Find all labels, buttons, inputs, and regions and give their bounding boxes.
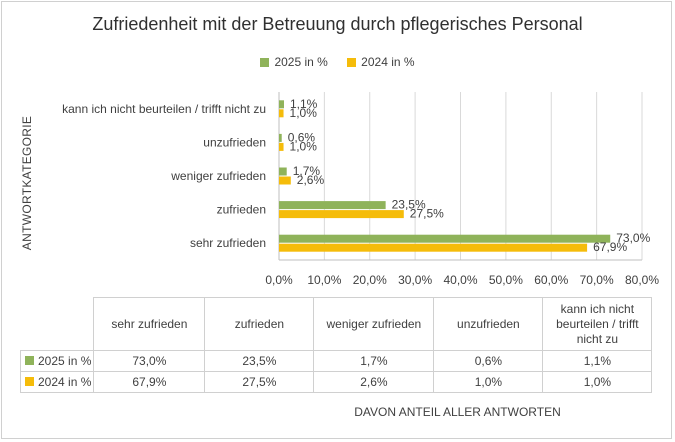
legend-swatch-2025 — [260, 57, 270, 67]
table-cell: 1,7% — [313, 350, 435, 372]
x-tick-label: 10,0% — [307, 273, 341, 287]
table-row-key: 2024 in % — [19, 371, 95, 393]
bar-2024 — [279, 109, 284, 118]
table-cell: 73,0% — [93, 350, 206, 372]
data-label: 1,0% — [290, 139, 318, 153]
legend-label-2024: 2024 in % — [361, 55, 415, 69]
data-label: 1,1% — [290, 97, 318, 111]
table-header-cell: weniger zufrieden — [313, 297, 435, 351]
y-category-label: weniger zufrieden — [170, 169, 266, 183]
bar-2024 — [279, 176, 291, 185]
table-cell: 27,5% — [204, 371, 315, 393]
bar-2025 — [279, 234, 611, 243]
y-category-label: kann ich nicht beurteilen / trifft nicht… — [62, 102, 266, 116]
legend-label-2025: 2025 in % — [274, 55, 328, 69]
bar-2025 — [279, 133, 282, 142]
x-tick-label: 80,0% — [625, 273, 659, 287]
legend-item-2024: 2024 in % — [347, 55, 415, 69]
x-tick-label: 60,0% — [534, 273, 568, 287]
data-label: 27,5% — [410, 207, 444, 221]
table-header-cell: sehr zufrieden — [93, 297, 206, 351]
data-label: 0,6% — [288, 130, 316, 144]
table-cell: 1,1% — [542, 350, 653, 372]
bar-2024 — [279, 142, 284, 151]
table-cell: 1,0% — [433, 371, 544, 393]
y-category-label: sehr zufrieden — [190, 236, 266, 250]
table-row-key-label: 2024 in % — [38, 375, 92, 389]
bar-2025 — [279, 201, 386, 210]
x-tick-label: 0,0% — [265, 273, 293, 287]
table-cell: 23,5% — [204, 350, 315, 372]
y-category-label: zufrieden — [217, 203, 266, 217]
x-tick-label: 40,0% — [443, 273, 477, 287]
bar-2024 — [279, 210, 404, 219]
data-table: sehr zufrieden zufrieden weniger zufried… — [19, 297, 653, 393]
table-cell: 67,9% — [93, 371, 206, 393]
table-row: 2025 in % 73,0% 23,5% 1,7% 0,6% 1,1% — [19, 350, 653, 372]
table-header-cell: kann ich nicht beurteilen / trifft nicht… — [542, 297, 653, 351]
bar-2025 — [279, 167, 287, 176]
table-key-swatch-2024 — [25, 377, 34, 386]
data-label: 67,9% — [593, 240, 627, 254]
table-row: 2024 in % 67,9% 27,5% 2,6% 1,0% 1,0% — [19, 371, 653, 393]
legend-swatch-2024 — [347, 57, 357, 67]
table-corner — [20, 297, 95, 351]
table-row-key-label: 2025 in % — [38, 354, 92, 368]
table-cell: 2,6% — [313, 371, 435, 393]
table-key-swatch-2025 — [25, 356, 34, 365]
legend-item-2025: 2025 in % — [260, 55, 328, 69]
bar-2025 — [279, 100, 284, 109]
chart-title: Zufriedenheit mit der Betreuung durch pf… — [92, 14, 583, 34]
table-header-row: sehr zufrieden zufrieden weniger zufried… — [20, 297, 653, 351]
table-cell: 1,0% — [542, 371, 653, 393]
data-label: 23,5% — [392, 198, 426, 212]
bar-2024 — [279, 243, 588, 252]
legend: 2025 in % 2024 in % — [0, 55, 675, 70]
table-header-cell: unzufrieden — [433, 297, 544, 351]
data-label: 1,0% — [290, 106, 318, 120]
y-category-label: unzufrieden — [203, 135, 266, 149]
x-axis-title: DAVON ANTEIL ALLER ANTWORTEN — [354, 405, 561, 419]
x-tick-label: 70,0% — [580, 273, 614, 287]
data-label: 73,0% — [616, 231, 650, 245]
data-label: 2,6% — [297, 173, 325, 187]
x-tick-label: 20,0% — [353, 273, 387, 287]
table-header-cell: zufrieden — [204, 297, 315, 351]
table-cell: 0,6% — [433, 350, 544, 372]
table-row-key: 2025 in % — [19, 350, 95, 372]
x-tick-label: 30,0% — [398, 273, 432, 287]
data-label: 1,7% — [293, 164, 321, 178]
x-tick-label: 50,0% — [489, 273, 523, 287]
